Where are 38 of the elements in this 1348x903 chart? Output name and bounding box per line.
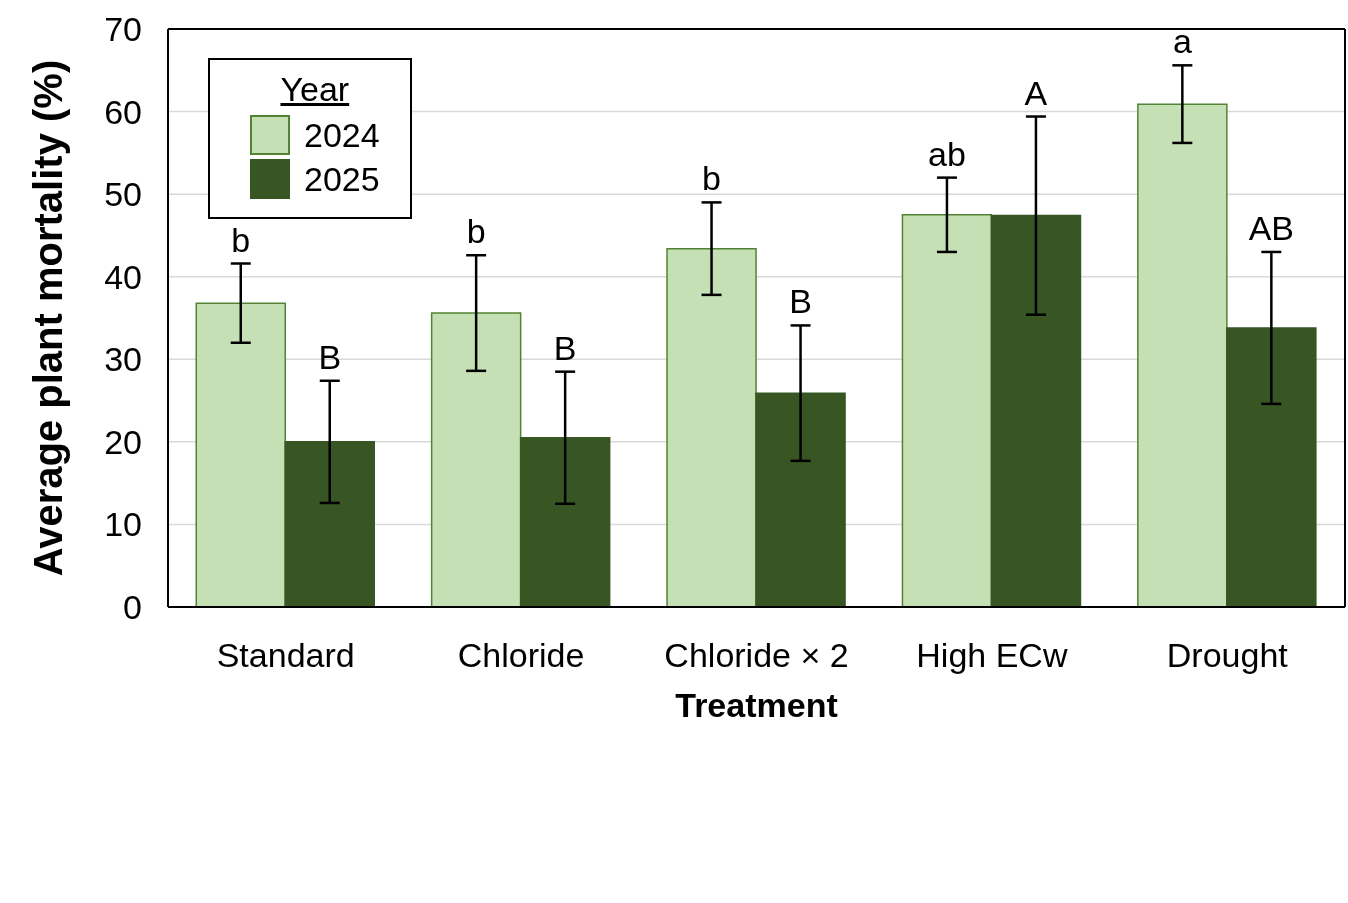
legend-title: Year xyxy=(279,70,351,109)
data-label: AB xyxy=(1248,208,1295,247)
y-tick-label: 10 xyxy=(104,505,142,544)
bar xyxy=(519,436,611,607)
bar xyxy=(284,441,375,607)
x-tick-label: Chloride × 2 xyxy=(664,636,849,675)
y-tick-label: 30 xyxy=(104,340,142,379)
y-tick-label: 40 xyxy=(104,257,142,296)
data-label: B xyxy=(318,337,342,376)
x-tick-label: Standard xyxy=(216,636,355,675)
y-tick-label: 70 xyxy=(104,10,142,49)
data-label: a xyxy=(1172,22,1192,61)
y-tick-label: 60 xyxy=(104,92,142,131)
y-tick-label: 50 xyxy=(104,175,142,214)
data-label: b xyxy=(702,159,722,198)
legend-label: 2024 xyxy=(303,115,380,155)
bar xyxy=(901,214,993,607)
bar xyxy=(1226,327,1317,607)
y-tick-label: 0 xyxy=(123,588,142,627)
bar xyxy=(990,214,1082,607)
data-label: B xyxy=(789,282,812,321)
x-tick-label: Drought xyxy=(1166,636,1289,675)
data-label: B xyxy=(553,328,577,367)
data-label: b xyxy=(231,220,251,259)
bar xyxy=(666,247,757,607)
bar xyxy=(1137,103,1228,607)
data-label: ab xyxy=(928,134,966,173)
y-tick-label: 20 xyxy=(104,422,142,461)
bar xyxy=(430,312,522,607)
data-label: A xyxy=(1024,73,1048,112)
data-label: b xyxy=(466,212,486,251)
legend-label: 2025 xyxy=(303,159,380,199)
x-tick-label: Chloride xyxy=(457,636,585,675)
y-axis-title: Average plant mortality (%) xyxy=(26,59,71,577)
bar xyxy=(755,392,846,607)
x-tick-label: High ECw xyxy=(916,636,1068,675)
x-axis-title: Treatment xyxy=(675,686,838,724)
bar xyxy=(195,302,286,607)
